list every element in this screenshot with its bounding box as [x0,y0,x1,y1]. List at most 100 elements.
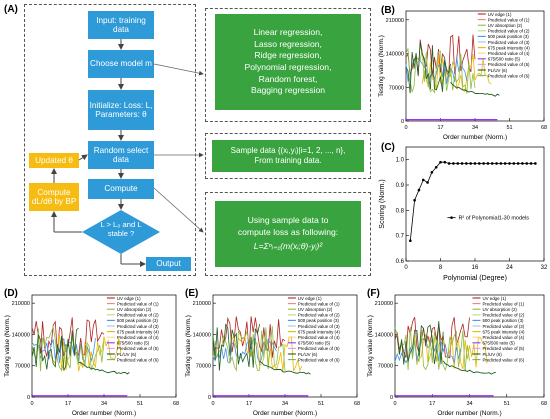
score-point [460,162,464,165]
compute-box: Compute [88,179,154,199]
x-tick-label: 68 [541,125,547,131]
score-point [447,162,451,165]
loss-frame [205,192,371,276]
score-point [495,162,498,165]
sample-frame [205,133,371,179]
loss-line-2: compute loss as following: [237,226,339,237]
series-line [394,337,462,364]
y-tick-label: 70000 [378,364,393,370]
y-tick-label: 210000 [386,18,404,24]
x-tick-label: 32 [541,265,548,271]
x-tick-label: 0 [30,401,33,407]
decision-diamond [82,210,160,254]
score-point [465,162,468,165]
series-chart-e: 0 70000 140000 210000 0 17 34 51 68 Order number … [185,294,360,417]
series-pl-uv-tail [442,360,496,375]
sample-line-1: Sample data {(xᵢ,yᵢ)|i=1, 2, ..., n}, [230,146,346,155]
legend-entry: Predicted value of (3) [488,40,530,45]
y-tick-label: 140000 [12,332,30,338]
legend-marker [450,216,453,219]
score-point [516,162,520,165]
x-tick-label: 17 [246,401,252,407]
input-box: Input: training data [88,11,154,39]
y-tick-label: 210000 [375,301,393,307]
compute-gradient-box: Compute dL/dθ by BP [29,183,79,211]
score-point [521,162,524,165]
score-point [478,162,481,165]
choose-model-box: Choose model m [88,50,154,78]
legend-entry: 500 peak position (3) [298,318,340,323]
series-pl-uv-tail [78,361,130,375]
series-chart-f: 0 70000 140000 210000 0 17 34 51 68 Order number … [367,294,547,417]
score-point [473,162,477,165]
x-tick-label: 68 [354,401,360,407]
panel-label-e: (E) [185,288,199,299]
y-tick-label: 0 [390,395,393,401]
models-frame [205,8,371,122]
legend-entry: Predicted value of (1) [482,301,524,306]
score-point [456,162,460,165]
score-point [499,162,503,165]
legend-entry: Predicted value of (2) [298,313,340,318]
legend-entry: 675/500 ratio (5) [117,341,150,346]
x-axis-label: Order number (Norm.) [253,410,317,417]
legend-entry: 500 peak position (3) [488,34,530,39]
random-select-box: Random select data [88,141,154,169]
series-line [31,327,79,371]
output-label: Output [156,259,181,269]
score-point [469,162,472,165]
legend-entry: Predicted value of (3) [482,324,524,329]
x-tick-label: 68 [173,401,179,407]
y-tick-label: 0 [208,395,211,401]
x-tick-label: 51 [137,401,143,407]
legend-entry: Predicted value of (5) [117,346,159,351]
x-tick-label: 0 [211,401,214,407]
legend-entry: 675 peak intensity (4) [117,329,160,334]
x-axis-label: Order number (Norm.) [72,410,136,417]
compute-gradient-label: Compute dL/dθ by BP [31,187,77,206]
choose-model-label: Choose model m [90,59,152,69]
legend-entry: UV edge (1) [488,12,512,17]
sample-line-2: From training data. [254,156,322,165]
y-tick-label: 0.6 [396,259,405,265]
scoring-chart-c: 0.6 0.7 0.8 0.9 1.0 0 8 16 24 32 Polynomial (Degre… [379,146,548,282]
score-point [512,162,516,165]
legend-entry: UV absorption (2) [482,307,517,312]
legend-entry: UV absorption (2) [298,307,333,312]
panel-label-b: (B) [381,5,395,16]
x-axis-label: Order number (Norm.) [443,134,507,141]
y-axis-label: Testing value (Norm.) [378,35,385,97]
compute-label: Compute [104,184,138,194]
legend-entry: PL/UV (6) [488,68,508,73]
y-axis-label: Scoring (Norm.) [379,179,386,228]
model-lasso: Lasso regression, [254,38,322,49]
legend-entry: UV absorption (2) [117,307,152,312]
score-point [452,162,455,165]
legend-entry: R² of Polynomial1-30 models [458,216,529,222]
model-polynomial: Polynomial regression, [244,62,332,72]
legend-entry: 675 peak intensity (4) [298,329,341,334]
score-point [486,162,490,165]
legend-entry: 675/500 ratio (5) [488,57,521,62]
y-tick-label: 210000 [12,301,30,307]
score-point [525,162,529,165]
y-axis-label: Testing value (Norm.) [185,315,192,377]
x-axis-label: Polynomial (Degree) [443,275,507,282]
series-pl-uv-tail [450,82,500,97]
score-point [508,162,511,165]
input-label: Input: training data [96,15,146,34]
legend-entry: 500 peak position (3) [117,318,159,323]
initialize-label: Initialize: Loss: L, Parameters: θ [89,100,153,119]
series-line [48,334,122,372]
score-point [421,178,425,182]
legend-entry: Predicted value of (5) [488,62,530,67]
score-point [534,162,537,165]
series-chart-b: 0 70000 140000 210000 0 17 34 51 68 Order number … [378,10,547,141]
score-point [413,198,416,202]
y-tick-label: 140000 [375,332,393,338]
legend-entry: Predicted value of (6) [117,357,159,362]
series-line [405,42,451,94]
y-tick-label: 210000 [193,301,211,307]
y-tick-label: 0 [401,119,404,125]
x-tick-label: 68 [541,401,547,407]
